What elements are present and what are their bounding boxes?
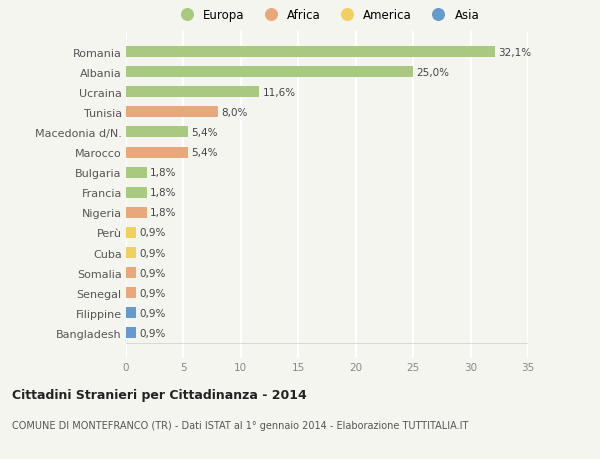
Text: 1,8%: 1,8%	[150, 208, 176, 218]
Text: 0,9%: 0,9%	[140, 268, 166, 278]
Text: 1,8%: 1,8%	[150, 188, 176, 198]
Bar	[126, 328, 136, 339]
Bar	[126, 167, 146, 178]
Bar	[126, 67, 413, 78]
Bar	[126, 207, 146, 218]
Text: 8,0%: 8,0%	[221, 107, 248, 118]
Bar	[126, 308, 136, 319]
Text: 32,1%: 32,1%	[498, 47, 531, 57]
Bar	[126, 127, 188, 138]
Bar	[126, 107, 218, 118]
Bar	[126, 247, 136, 258]
Text: 11,6%: 11,6%	[263, 88, 296, 98]
Bar	[126, 268, 136, 279]
Bar	[126, 147, 188, 158]
Text: 0,9%: 0,9%	[140, 328, 166, 338]
Bar	[126, 287, 136, 299]
Bar	[126, 187, 146, 198]
Text: 0,9%: 0,9%	[140, 308, 166, 318]
Text: 0,9%: 0,9%	[140, 228, 166, 238]
Text: 5,4%: 5,4%	[191, 128, 218, 138]
Bar	[126, 87, 259, 98]
Bar	[126, 47, 494, 58]
Text: 5,4%: 5,4%	[191, 148, 218, 158]
Text: 0,9%: 0,9%	[140, 288, 166, 298]
Text: 25,0%: 25,0%	[416, 67, 449, 78]
Legend: Europa, Africa, America, Asia: Europa, Africa, America, Asia	[175, 9, 479, 22]
Text: COMUNE DI MONTEFRANCO (TR) - Dati ISTAT al 1° gennaio 2014 - Elaborazione TUTTIT: COMUNE DI MONTEFRANCO (TR) - Dati ISTAT …	[12, 420, 469, 430]
Text: 0,9%: 0,9%	[140, 248, 166, 258]
Text: 1,8%: 1,8%	[150, 168, 176, 178]
Text: Cittadini Stranieri per Cittadinanza - 2014: Cittadini Stranieri per Cittadinanza - 2…	[12, 388, 307, 401]
Bar	[126, 227, 136, 238]
